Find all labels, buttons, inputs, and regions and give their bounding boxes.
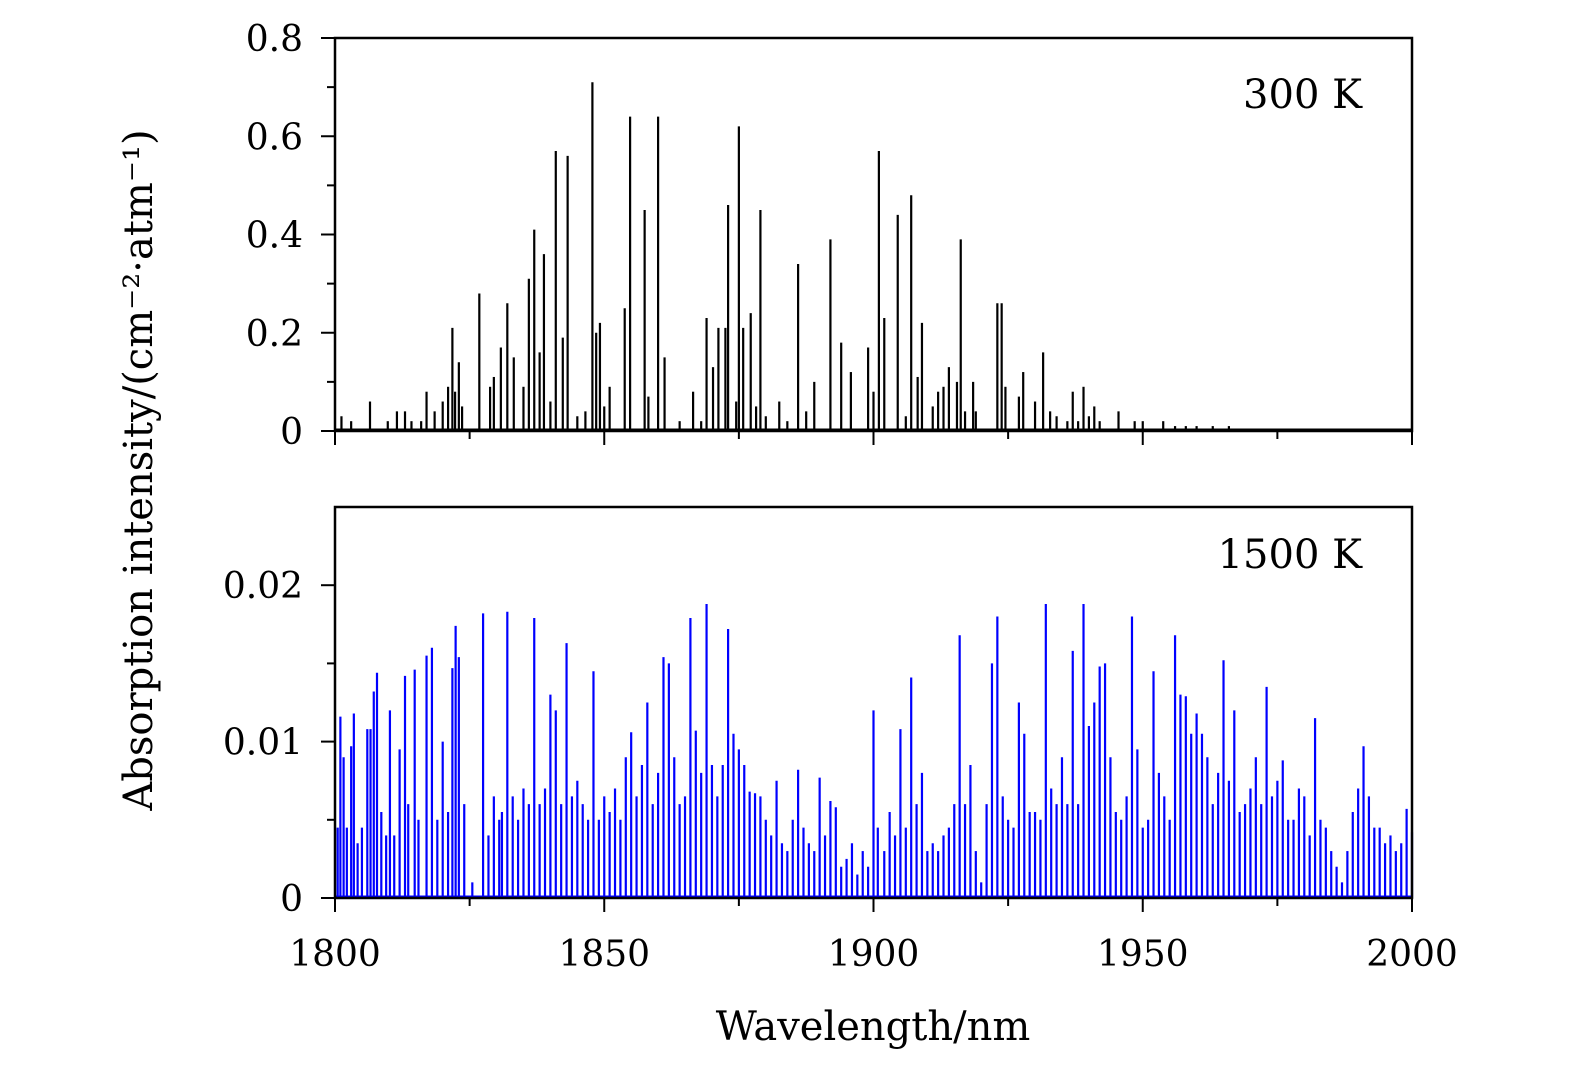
panel-1500k: 0 0.01 0.02 1800 1850 1900 1950 2000 1500 K: [223, 505, 1458, 975]
x-axis-title: Wavelength/nm: [716, 1004, 1031, 1050]
x-tick-label: 1800: [289, 934, 381, 975]
panel-300k: 0 0.2 0.4 0.6 0.8 300 K: [246, 19, 1414, 453]
y-tick-label: 0.6: [246, 117, 303, 158]
y-tick-label: 0.4: [246, 216, 303, 257]
y-tick-label: 0.01: [223, 723, 303, 764]
y-tick-label: 0.2: [246, 314, 303, 355]
x-tick-label: 1850: [558, 934, 650, 975]
top-panel-lines: [335, 82, 1412, 431]
y-tick-label: 0: [280, 412, 303, 453]
x-tick-label: 1900: [828, 934, 920, 975]
x-tick-label: 1950: [1097, 934, 1189, 975]
panel-label-300k: 300 K: [1243, 72, 1363, 118]
y-tick-label: 0.8: [246, 19, 303, 60]
bottom-panel-lines: [335, 603, 1414, 898]
top-panel-ticks: 0 0.2 0.4 0.6 0.8: [246, 19, 1413, 453]
panel-label-1500k: 1500 K: [1218, 532, 1364, 578]
x-tick-label: 2000: [1366, 934, 1458, 975]
y-tick-label: 0: [280, 879, 303, 920]
y-axis-title: Absorption intensity/(cm⁻²·atm⁻¹): [116, 129, 162, 811]
bottom-panel-ticks: 0 0.01 0.02 1800 1850 1900 1950 2000: [223, 566, 1458, 975]
y-tick-label: 0.02: [223, 566, 303, 607]
